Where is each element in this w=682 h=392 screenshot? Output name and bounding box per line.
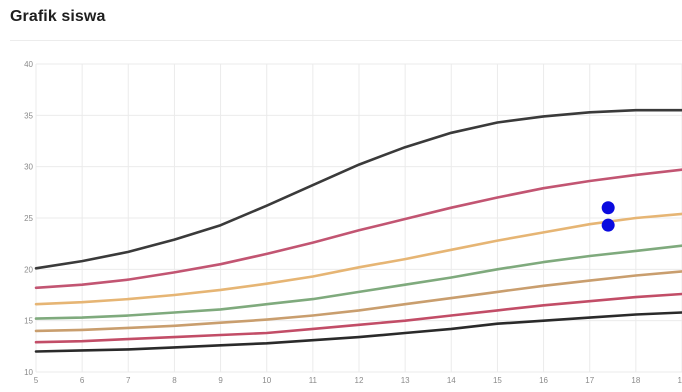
points-layer bbox=[601, 201, 615, 232]
x-tick-label: 12 bbox=[355, 376, 364, 385]
x-tick-label: 9 bbox=[218, 376, 223, 385]
series-layer bbox=[34, 108, 682, 353]
page-title: Grafik siswa bbox=[10, 8, 106, 25]
x-tick-label: 11 bbox=[309, 376, 318, 385]
series-line-2 bbox=[34, 168, 682, 290]
series-line-5 bbox=[34, 270, 682, 333]
y-tick-label: 15 bbox=[24, 317, 33, 326]
x-tick-label: 5 bbox=[34, 376, 39, 385]
title-divider bbox=[10, 40, 682, 41]
series-line-3 bbox=[34, 212, 682, 306]
y-tick-label: 10 bbox=[24, 368, 33, 377]
student-data-point-1 bbox=[601, 201, 615, 215]
series-line-6 bbox=[34, 292, 682, 344]
x-tick-label: 7 bbox=[126, 376, 131, 385]
x-tick-label: 10 bbox=[262, 376, 271, 385]
student-data-point-2 bbox=[601, 218, 615, 232]
x-tick-label: 13 bbox=[401, 376, 410, 385]
x-tick-label: 6 bbox=[80, 376, 85, 385]
x-tick-label: 15 bbox=[493, 376, 502, 385]
y-tick-label: 20 bbox=[24, 265, 33, 274]
y-tick-label: 25 bbox=[24, 214, 33, 223]
x-tick-label: 8 bbox=[172, 376, 177, 385]
series-line-1 bbox=[34, 108, 682, 270]
tick-label-layer: 10 15 20 25 30 35 40 5 6 7 8 9 10 11 12 13 14 15 16 17 18 19 bbox=[24, 60, 682, 385]
y-tick-label: 40 bbox=[24, 60, 33, 69]
y-tick-label: 30 bbox=[24, 163, 33, 172]
x-tick-label: 16 bbox=[539, 376, 548, 385]
y-tick-label: 35 bbox=[24, 111, 33, 120]
series-line-4 bbox=[34, 244, 682, 320]
x-tick-label: 19 bbox=[678, 376, 682, 385]
x-tick-label: 17 bbox=[585, 376, 594, 385]
x-tick-label: 14 bbox=[447, 376, 456, 385]
x-tick-label: 18 bbox=[631, 376, 640, 385]
series-line-7 bbox=[34, 311, 682, 353]
